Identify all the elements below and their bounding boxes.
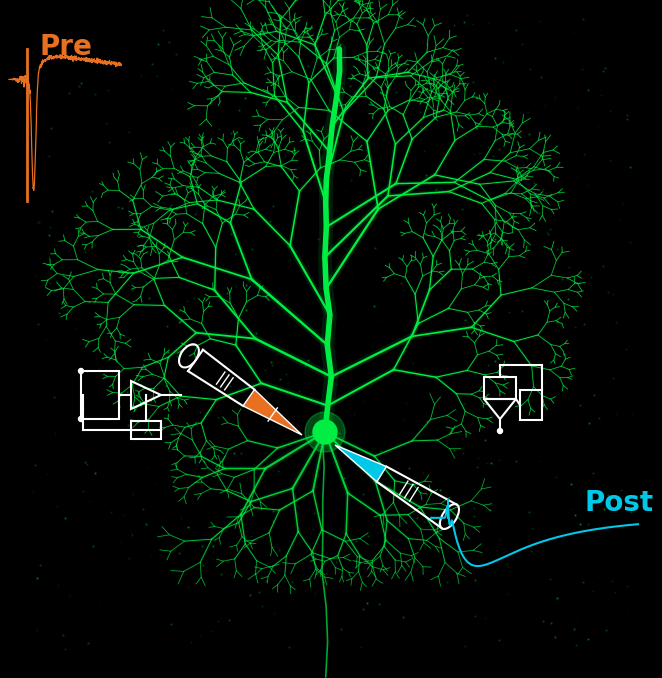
- Circle shape: [313, 420, 337, 444]
- Text: Post: Post: [585, 489, 653, 517]
- Circle shape: [79, 369, 83, 374]
- Bar: [81, 371, 119, 419]
- Bar: [484, 377, 516, 399]
- Circle shape: [79, 416, 83, 422]
- Bar: [520, 390, 542, 420]
- Bar: [131, 421, 161, 439]
- Polygon shape: [243, 390, 302, 435]
- Circle shape: [305, 412, 345, 452]
- Text: Pre: Pre: [40, 33, 92, 60]
- Circle shape: [498, 428, 502, 433]
- Polygon shape: [335, 445, 387, 482]
